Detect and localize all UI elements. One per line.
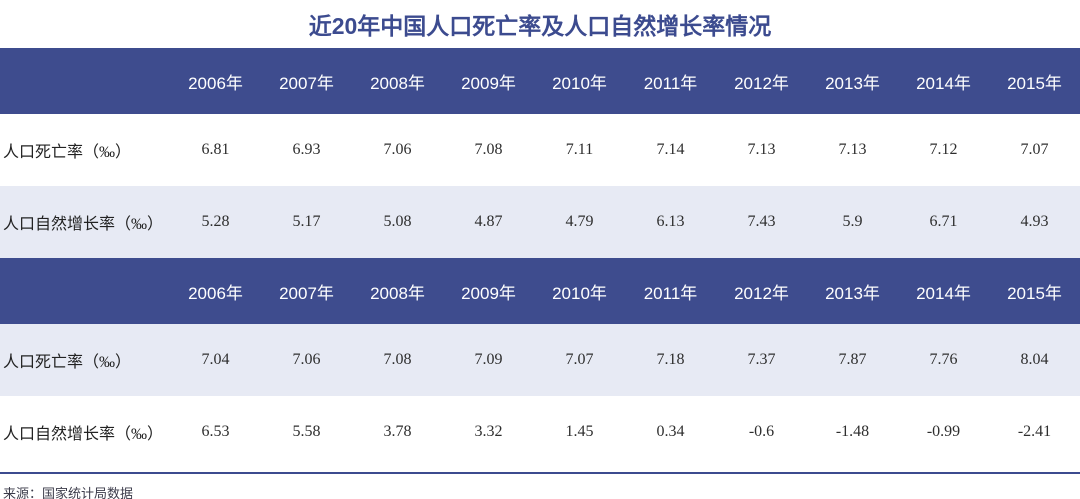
value-cell: 7.04 (201, 351, 230, 368)
year-header-cell: 2012年 (734, 283, 789, 303)
year-header-cell: 2008年 (370, 283, 425, 303)
year-header-cell: 2013年 (825, 283, 880, 303)
table-row: 人口死亡率（‰） 6.81 6.93 7.06 7.08 7.11 7.14 7.13 7.13… (0, 114, 1080, 186)
year-header-cell: 2010年 (552, 73, 607, 93)
value-cell: 7.08 (383, 351, 412, 368)
value-cell: 5.9 (842, 213, 863, 230)
value-cell: 7.18 (656, 351, 685, 368)
source-note: 来源：国家统计局数据 (3, 486, 134, 499)
value-cell: 7.87 (838, 351, 867, 368)
year-header-cell: 2010年 (552, 283, 607, 303)
value-cell: 3.32 (474, 423, 503, 440)
value-cell: -0.99 (926, 423, 961, 440)
value-cell: 7.12 (929, 141, 958, 158)
value-cell: 7.43 (747, 213, 776, 230)
value-cell: 7.13 (747, 141, 776, 158)
value-cell: -2.41 (1017, 423, 1052, 440)
year-header-cell: 2014年 (916, 283, 971, 303)
value-cell: 5.08 (383, 213, 412, 230)
value-cell: 3.78 (383, 423, 412, 440)
value-cell: 7.11 (565, 141, 594, 158)
year-header-cell: 2011年 (643, 73, 698, 93)
row-label: 人口自然增长率（‰） (3, 216, 164, 233)
year-header-cell: 2015年 (1007, 73, 1062, 93)
value-cell: 7.14 (656, 141, 685, 158)
value-cell: 1.45 (565, 423, 594, 440)
year-header-cell: 2014年 (916, 73, 971, 93)
data-table: 2006年 2007年 2008年 2009年 2010年 2011年 2012年 2013年… (0, 48, 1080, 468)
value-cell: 5.28 (201, 213, 230, 230)
page-title: 近20年中国人口死亡率及人口自然增长率情况 (308, 13, 772, 39)
value-cell: -0.6 (748, 423, 775, 440)
value-cell: 4.79 (565, 213, 594, 230)
value-cell: 7.37 (747, 351, 776, 368)
year-header-cell: 2007年 (279, 283, 334, 303)
value-cell: 6.93 (292, 141, 321, 158)
row-label: 人口死亡率（‰） (3, 144, 132, 161)
year-header-cell: 2009年 (461, 73, 516, 93)
year-header-row: 2006年 2007年 2008年 2009年 2010年 2011年 2012年 2013年… (0, 48, 1080, 114)
year-header-cell: 2015年 (1007, 283, 1062, 303)
value-cell: 6.71 (929, 213, 958, 230)
value-cell: 7.09 (474, 351, 503, 368)
row-label: 人口自然增长率（‰） (3, 426, 164, 443)
value-cell: 6.81 (201, 141, 230, 158)
year-header-row: 2006年 2007年 2008年 2009年 2010年 2011年 2012年 2013年… (0, 258, 1080, 324)
value-cell: 4.93 (1020, 213, 1049, 230)
value-cell: 0.34 (656, 423, 685, 440)
table-row: 人口死亡率（‰） 7.04 7.06 7.08 7.09 7.07 7.18 7.37 7.87… (0, 324, 1080, 396)
value-cell: 7.06 (383, 141, 412, 158)
value-cell: -1.48 (835, 423, 870, 440)
year-header-cell: 2006年 (188, 73, 243, 93)
row-label: 人口死亡率（‰） (3, 354, 132, 371)
year-header-cell: 2011年 (643, 283, 698, 303)
value-cell: 7.07 (565, 351, 594, 368)
value-cell: 5.17 (292, 213, 321, 230)
value-cell: 7.06 (292, 351, 321, 368)
year-header-cell: 2007年 (279, 73, 334, 93)
year-header-cell: 2013年 (825, 73, 880, 93)
value-cell: 8.04 (1020, 351, 1049, 368)
table-row: 人口自然增长率（‰） 6.53 5.58 3.78 3.32 1.45 0.34 -0.6 -1… (0, 396, 1080, 468)
value-cell: 7.76 (929, 351, 958, 368)
value-cell: 6.13 (656, 213, 685, 230)
year-header-cell: 2006年 (188, 283, 243, 303)
year-header-cell: 2008年 (370, 73, 425, 93)
table-row: 人口自然增长率（‰） 5.28 5.17 5.08 4.87 4.79 6.13 7.43 5.… (0, 186, 1080, 258)
year-header-cell: 2012年 (734, 73, 789, 93)
value-cell: 6.53 (201, 423, 230, 440)
year-header-cell: 2009年 (461, 283, 516, 303)
value-cell: 5.58 (292, 423, 321, 440)
value-cell: 7.07 (1020, 141, 1049, 158)
value-cell: 7.13 (838, 141, 867, 158)
value-cell: 4.87 (474, 213, 503, 230)
value-cell: 7.08 (474, 141, 503, 158)
footer-divider (0, 472, 1080, 474)
